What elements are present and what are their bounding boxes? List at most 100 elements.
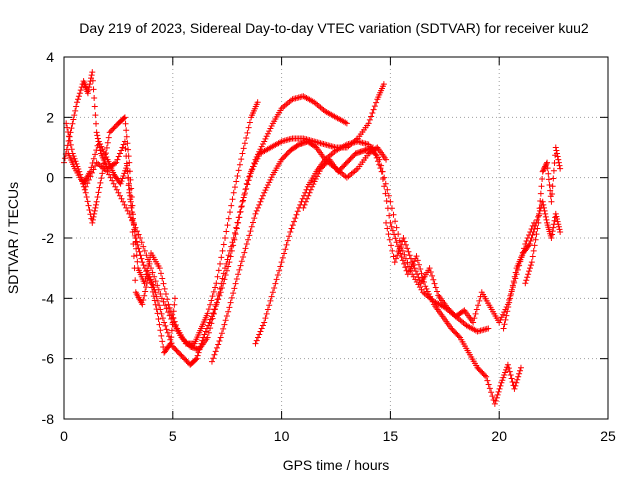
data-point	[266, 128, 273, 135]
data-point	[526, 241, 533, 248]
data-point	[235, 167, 242, 174]
data-point	[523, 277, 530, 284]
data-point	[556, 226, 563, 233]
data-point	[414, 271, 421, 278]
data-point	[537, 190, 544, 197]
data-point	[534, 216, 541, 223]
data-point	[85, 87, 92, 94]
data-point	[207, 301, 214, 308]
data-point	[424, 288, 431, 295]
data-point	[404, 271, 411, 278]
data-point	[486, 385, 493, 392]
data-point	[119, 175, 126, 182]
series-track-7	[300, 144, 524, 407]
data-point	[284, 237, 291, 244]
data-point	[220, 241, 227, 248]
data-point	[495, 388, 502, 395]
data-point	[213, 344, 220, 351]
data-point	[371, 147, 378, 154]
data-point	[244, 129, 251, 136]
data-point	[415, 274, 422, 281]
data-point	[134, 228, 141, 235]
data-point	[307, 186, 314, 193]
data-point	[219, 275, 226, 282]
data-point	[392, 235, 399, 242]
data-point	[399, 257, 406, 264]
data-point	[500, 374, 507, 381]
data-point	[116, 150, 123, 157]
data-point	[64, 124, 71, 131]
data-point	[126, 210, 133, 217]
data-point	[390, 211, 397, 218]
data-point	[86, 206, 93, 213]
data-point	[126, 159, 133, 166]
data-point	[123, 127, 130, 134]
series-track-10	[522, 144, 564, 287]
data-point	[125, 174, 132, 181]
data-point	[245, 177, 252, 184]
data-point	[118, 178, 125, 185]
y-tick-label: 2	[46, 109, 54, 125]
data-point	[406, 268, 413, 275]
data-point	[136, 248, 143, 255]
data-point	[113, 186, 120, 193]
data-point	[74, 96, 81, 103]
data-point	[89, 219, 96, 226]
data-point	[248, 168, 255, 175]
data-point	[381, 183, 388, 190]
data-point	[241, 190, 248, 197]
data-point	[157, 327, 164, 334]
y-tick-label: 4	[46, 49, 54, 65]
data-point	[392, 255, 399, 262]
data-point	[210, 310, 217, 317]
data-point	[138, 255, 145, 262]
data-point	[91, 210, 98, 217]
data-point	[141, 247, 148, 254]
data-point	[244, 181, 251, 188]
data-point	[264, 306, 271, 313]
data-point	[157, 306, 164, 313]
data-point	[429, 272, 436, 279]
data-point	[144, 256, 151, 263]
data-point	[273, 276, 280, 283]
data-point	[392, 218, 399, 225]
data-point	[93, 147, 100, 154]
data-point	[229, 239, 236, 246]
data-point	[278, 259, 285, 266]
data-point	[267, 297, 274, 304]
data-point	[263, 184, 270, 191]
data-point	[293, 211, 300, 218]
data-point	[132, 224, 139, 231]
data-point	[218, 330, 225, 337]
data-point	[160, 280, 167, 287]
data-point	[120, 172, 127, 179]
data-point	[253, 158, 260, 165]
data-point	[309, 183, 316, 190]
data-point	[496, 319, 503, 326]
data-point	[223, 260, 230, 267]
data-point	[383, 197, 390, 204]
series-track-5	[208, 138, 390, 365]
data-point	[217, 260, 224, 267]
data-point	[510, 278, 517, 285]
data-point	[236, 209, 243, 216]
data-point	[110, 180, 117, 187]
data-point	[412, 268, 419, 275]
data-point	[423, 285, 430, 292]
data-point	[404, 245, 411, 252]
data-point	[138, 239, 145, 246]
data-point	[210, 288, 217, 295]
data-point	[274, 272, 281, 279]
data-point	[153, 293, 160, 300]
data-point	[104, 168, 111, 175]
data-point	[267, 125, 274, 132]
data-point	[162, 302, 169, 309]
data-point	[316, 168, 323, 175]
data-point	[501, 321, 508, 328]
data-point	[261, 319, 268, 326]
data-point	[294, 208, 301, 215]
data-point	[72, 158, 79, 165]
data-point	[250, 219, 257, 226]
data-point	[159, 275, 166, 282]
data-point	[245, 236, 252, 243]
